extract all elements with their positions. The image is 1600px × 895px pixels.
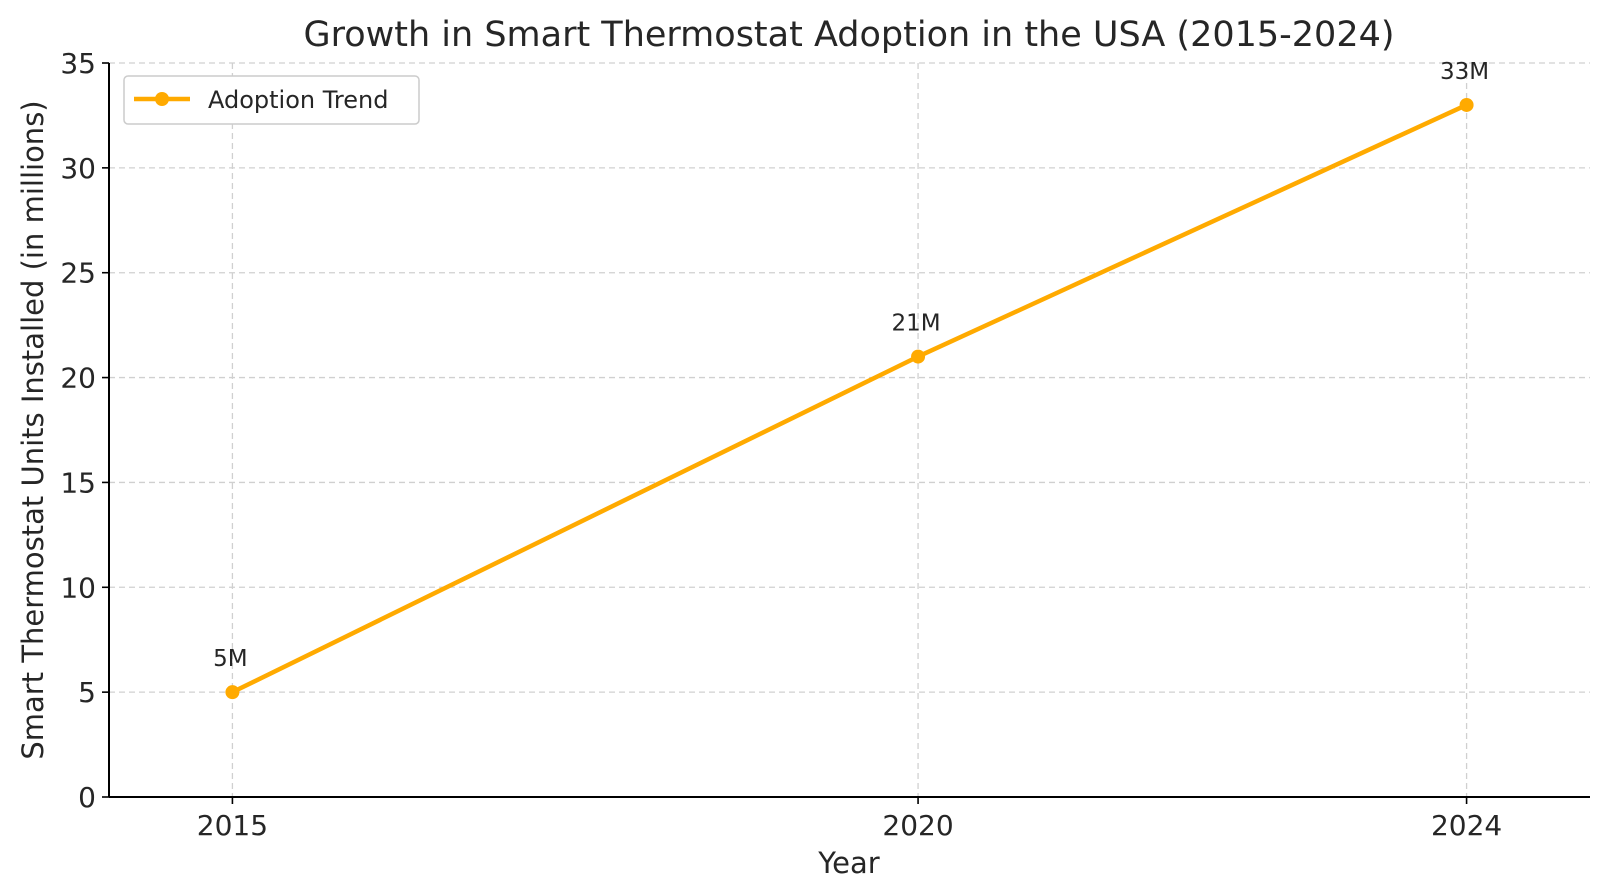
x-tick-label: 2024: [1431, 809, 1502, 842]
y-tick-label: 30: [60, 152, 96, 185]
legend-label: Adoption Trend: [208, 86, 388, 114]
series-layer: [225, 97, 1474, 700]
data-point[interactable]: [911, 349, 926, 364]
grid-layer: [109, 62, 1590, 797]
y-tick-label: 5: [78, 676, 96, 709]
y-tick-label: 35: [60, 47, 96, 80]
ticks-layer: 0 5 10 15 20 25 30 35 2015 2020 2024: [60, 47, 1502, 842]
legend-box: [123, 75, 420, 125]
legend: Adoption Trend: [123, 75, 420, 125]
data-labels-layer: 5M 21M 33M: [213, 59, 1489, 672]
y-tick-label: 25: [60, 257, 96, 290]
y-tick-label: 15: [60, 466, 96, 499]
data-point[interactable]: [1459, 97, 1474, 112]
data-label: 5M: [213, 646, 247, 672]
legend-marker-swatch: [155, 92, 169, 106]
y-tick-label: 20: [60, 362, 96, 395]
x-tick-label: 2015: [197, 809, 268, 842]
data-label: 21M: [892, 311, 941, 337]
chart-title: Growth in Smart Thermostat Adoption in t…: [303, 15, 1394, 55]
series-line-0: [230, 102, 1469, 695]
axes-layer: [108, 63, 1590, 798]
x-axis-label: Year: [817, 846, 879, 880]
x-tick-label: 2020: [882, 809, 953, 842]
y-tick-label: 10: [60, 571, 96, 604]
y-tick-label: 0: [78, 781, 96, 814]
data-point[interactable]: [225, 685, 240, 700]
y-axis-label: Smart Thermostat Units Installed (in mil…: [16, 100, 50, 759]
data-label: 33M: [1440, 59, 1489, 85]
